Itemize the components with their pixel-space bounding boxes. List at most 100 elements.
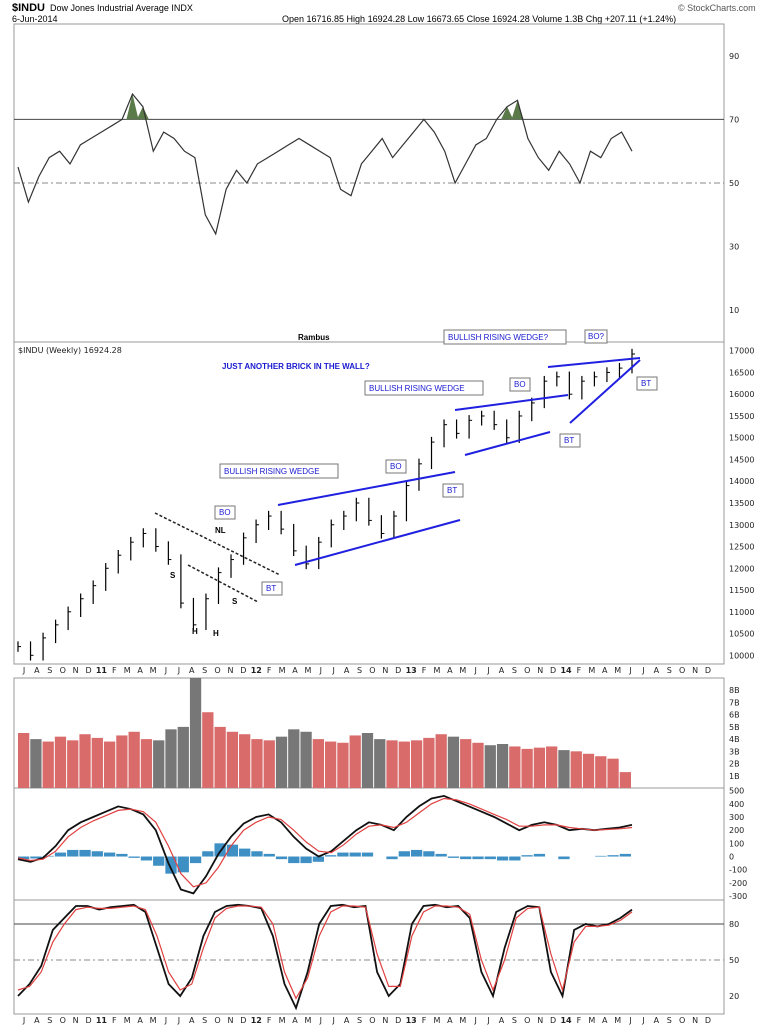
x-axis-label-bottom-31: F [422, 1016, 427, 1025]
volume-bar [153, 740, 165, 788]
macd-histogram-bar [251, 851, 263, 857]
macd-tick-100: 100 [729, 839, 744, 848]
x-axis-label-top-45: A [602, 666, 608, 675]
x-axis-label-bottom-21: A [292, 1016, 298, 1025]
x-axis-label-top-22: M [304, 666, 311, 675]
x-axis-label-top-10: M [150, 666, 157, 675]
hs-neckline-upper [154, 512, 281, 576]
author-label: Rambus [298, 333, 330, 342]
macd-tick-300: 300 [729, 813, 744, 822]
x-axis-label-bottom-7: F [112, 1016, 117, 1025]
volume-tick-3B: 3B [729, 747, 740, 756]
volume-bar [533, 747, 546, 788]
x-axis-label-bottom-48: J [641, 1016, 644, 1025]
x-axis-label-top-15: O [214, 666, 220, 675]
rsi-tick-50: 50 [729, 179, 739, 188]
x-axis-label-top-44: M [588, 666, 595, 675]
x-axis-label-bottom-5: D [85, 1016, 91, 1025]
chart-symbol: $INDU [12, 2, 46, 14]
svg-text:BT: BT [447, 486, 457, 495]
x-axis-label-top-6: 11 [96, 666, 108, 675]
stochastic-k-line [17, 903, 633, 1011]
macd-histogram-bar [398, 851, 410, 857]
volume-bar [128, 731, 140, 788]
x-axis-label-bottom-29: D [395, 1016, 401, 1025]
macd-histogram-bar [558, 856, 570, 860]
annotation-bo4: BO? [584, 329, 608, 344]
x-axis-label-top-26: S [357, 666, 362, 675]
macd-histogram-bar [140, 856, 153, 861]
x-axis-label-bottom-28: N [382, 1016, 388, 1025]
x-axis-label-top-9: A [137, 666, 143, 675]
volume-bar [312, 739, 324, 788]
x-axis-label-top-40: N [537, 666, 543, 675]
hs-neckline-lower [187, 564, 259, 603]
x-axis-label-bottom-50: S [667, 1016, 672, 1025]
x-axis-label-top-34: M [459, 666, 466, 675]
volume-bar [67, 740, 79, 788]
x-axis-label-bottom-1: A [34, 1016, 40, 1025]
svg-text:BO: BO [514, 380, 526, 389]
volume-bar [202, 712, 214, 788]
macd-histogram-bar [226, 844, 239, 857]
macd-histogram-bar [177, 856, 189, 873]
x-axis-label-top-47: J [628, 666, 631, 675]
x-axis-label-top-42: 14 [560, 666, 572, 675]
x-axis-label-bottom-38: S [512, 1016, 517, 1025]
x-axis-label-bottom-25: A [344, 1016, 350, 1025]
macd-histogram-bar [103, 852, 116, 857]
macd-histogram-bar [54, 852, 67, 857]
x-axis-label-top-2: S [47, 666, 52, 675]
volume-bar [410, 740, 423, 788]
volume-bar [226, 731, 239, 788]
macd-histogram-bar [447, 856, 460, 858]
annotation-bt4: BT [636, 376, 658, 391]
volume-bar [619, 772, 631, 788]
macd-histogram-bar [337, 852, 349, 857]
x-axis-label-bottom-19: F [267, 1016, 272, 1025]
macd-histogram-bar [128, 856, 140, 858]
x-axis-label-bottom-22: M [304, 1016, 311, 1025]
x-axis-label-bottom-42: 14 [560, 1016, 572, 1025]
annotation-bo3: BO [509, 377, 531, 392]
svg-text:BO?: BO? [588, 332, 605, 341]
x-axis-label-top-19: F [267, 666, 272, 675]
x-axis-label-top-48: J [641, 666, 644, 675]
x-axis-label-top-23: J [319, 666, 322, 675]
annotation-bo2: BO [385, 459, 407, 474]
x-axis-label-top-35: J [474, 666, 477, 675]
macd-histogram-bar [410, 849, 423, 857]
x-axis-label-bottom-37: A [499, 1016, 505, 1025]
volume-bar [374, 739, 386, 788]
stochastic-panel [13, 899, 725, 1015]
x-axis-label-bottom-6: 11 [96, 1016, 108, 1025]
volume-bar [42, 741, 54, 788]
macd-histogram-bar [435, 853, 447, 857]
x-axis-label-top-28: N [382, 666, 388, 675]
volume-tick-7B: 7B [729, 698, 740, 707]
stochastic-d-line [17, 905, 633, 1000]
volume-bar [521, 748, 533, 788]
x-axis-label-top-53: D [705, 666, 711, 675]
x-axis-label-bottom-33: A [447, 1016, 453, 1025]
macd-histogram-bar [30, 856, 42, 859]
x-axis-label-top-1: A [34, 666, 40, 675]
x-axis-label-top-52: N [692, 666, 698, 675]
macd-histogram-bar [288, 856, 300, 864]
volume-bar [349, 735, 361, 788]
ohlc-readout: Open 16716.85 High 16924.28 Low 16673.65… [282, 14, 677, 24]
x-axis-label-top-17: D [240, 666, 246, 675]
x-axis-label-top-36: J [486, 666, 489, 675]
stockcharts-credit: © StockCharts.com [678, 3, 756, 13]
x-axis-label-top-49: A [654, 666, 660, 675]
x-axis-label-bottom-47: J [628, 1016, 631, 1025]
x-axis-label-bottom-39: O [524, 1016, 530, 1025]
wedge3-lower-line [569, 359, 641, 424]
x-axis-label-bottom-51: O [679, 1016, 685, 1025]
x-axis-label-top-13: A [189, 666, 195, 675]
volume-bar [91, 737, 103, 788]
volume-bar [214, 726, 226, 788]
annotation-wedge1: BULLISH RISING WEDGE [219, 463, 339, 479]
volume-bar [361, 733, 374, 788]
x-axis-label-top-16: N [227, 666, 233, 675]
